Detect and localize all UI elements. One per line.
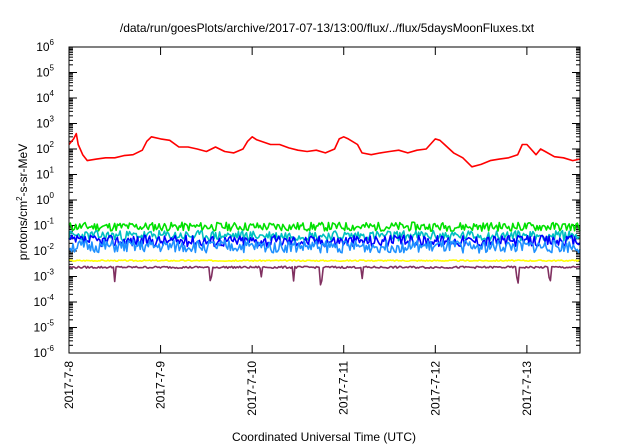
y-tick-label-exp: 3: [50, 115, 55, 124]
y-tick-label-base: 10: [36, 193, 50, 207]
series-line-5: [68, 259, 580, 262]
x-axis-label: Coordinated Universal Time (UTC): [232, 430, 416, 444]
y-tick-label: 101: [36, 166, 54, 182]
y-tick-label: 100: [36, 191, 54, 207]
y-tick-label-base: 10: [34, 346, 48, 360]
y-tick-label: 102: [36, 140, 54, 156]
y-tick-label-exp: 2: [50, 140, 55, 149]
chart-title: /data/run/goesPlots/archive/2017-07-13/1…: [120, 21, 535, 35]
y-tick-label-exp: -5: [47, 319, 55, 328]
y-tick-label-base: 10: [36, 117, 50, 131]
y-tick-label: 106: [36, 38, 54, 54]
y-tick-label-exp: 1: [50, 166, 55, 175]
y-tick-label-exp: -1: [47, 217, 55, 226]
series-line-0: [68, 132, 581, 168]
x-tick-label: 2017-7-9: [154, 361, 168, 409]
y-tick-label-base: 10: [34, 219, 48, 233]
y-tick-label: 10-6: [34, 344, 55, 360]
series-line-4: [68, 239, 581, 254]
x-tick-label: 2017-7-10: [245, 361, 259, 416]
y-tick-label-exp: 6: [50, 38, 55, 47]
y-tick-label: 104: [36, 89, 54, 105]
y-tick-label-exp: -2: [47, 242, 55, 251]
y-tick-label: 10-2: [34, 242, 55, 258]
y-tick-label-exp: -4: [47, 293, 55, 302]
y-tick-label: 103: [36, 115, 54, 131]
y-tick-label: 10-4: [34, 293, 55, 309]
y-tick-label-exp: -3: [47, 268, 55, 277]
y-tick-label-base: 10: [36, 66, 50, 80]
y-tick-label-base: 10: [36, 168, 50, 182]
y-tick-label-base: 10: [34, 244, 48, 258]
y-axis-label: protons/cm2-s-sr-MeV: [15, 144, 30, 260]
series-line-1: [68, 221, 581, 232]
y-tick-label-exp: 5: [50, 64, 55, 73]
y-tick-label: 105: [36, 64, 54, 80]
y-tick-label-exp: 0: [50, 191, 55, 200]
y-tick-label: 10-3: [34, 268, 55, 284]
x-tick-label: 2017-7-13: [520, 361, 534, 416]
y-tick-label-base: 10: [34, 321, 48, 335]
y-tick-label-base: 10: [36, 142, 50, 156]
y-axis-label-base: protons/cm: [16, 201, 30, 260]
axes: 10-610-510-410-310-210-11001011021031041…: [34, 38, 580, 416]
y-tick-label-exp: -6: [47, 344, 55, 353]
y-tick-label-exp: 4: [50, 89, 55, 98]
y-axis-label-sup: 2: [15, 196, 24, 201]
series-line-6: [68, 265, 581, 286]
x-tick-label: 2017-7-12: [428, 361, 442, 416]
y-tick-label-base: 10: [36, 40, 50, 54]
plot-frame: [68, 46, 581, 354]
y-tick-label-base: 10: [36, 91, 50, 105]
series-lines: [68, 132, 581, 286]
y-tick-label-base: 10: [34, 295, 48, 309]
svg-text:protons/cm2-s-sr-MeV: protons/cm2-s-sr-MeV: [15, 144, 30, 260]
x-tick-label: 2017-7-8: [62, 361, 76, 409]
y-tick-label: 10-1: [34, 217, 55, 233]
x-tick-label: 2017-7-11: [337, 361, 351, 415]
y-tick-label-base: 10: [34, 270, 48, 284]
y-axis-label-rest: -s-sr-MeV: [16, 144, 30, 197]
y-tick-label: 10-5: [34, 319, 55, 335]
